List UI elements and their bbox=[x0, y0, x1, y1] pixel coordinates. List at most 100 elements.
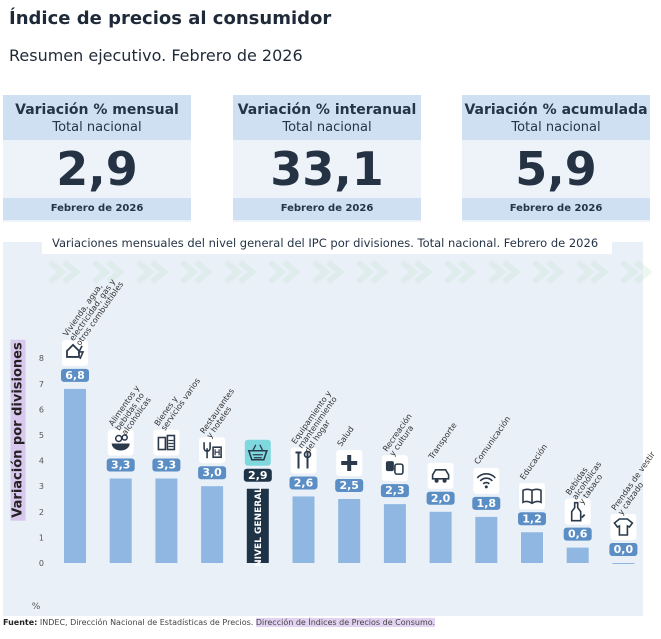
card-header: Variación % mensual Total nacional bbox=[3, 95, 191, 140]
book-icon bbox=[522, 488, 542, 505]
bottle-icon bbox=[570, 501, 586, 522]
shopping-basket-icon bbox=[247, 444, 268, 461]
source-highlight: Dirección de Índices de Precios de Consu… bbox=[255, 618, 436, 627]
icon-bg bbox=[473, 467, 500, 494]
lines-shape bbox=[168, 439, 174, 448]
value-label: 2,0 bbox=[431, 492, 451, 505]
value-label-bg bbox=[289, 476, 318, 490]
source-label: Fuente: bbox=[3, 618, 38, 627]
bar bbox=[612, 563, 635, 564]
value-label: 2,5 bbox=[339, 479, 359, 492]
value-label: 1,8 bbox=[477, 497, 497, 510]
tshirt-icon bbox=[613, 518, 634, 536]
value-label-bg bbox=[106, 458, 135, 472]
card-header: Variación % interanual Total nacional bbox=[233, 95, 421, 140]
card-footer: Febrero de 2026 bbox=[233, 198, 421, 220]
health-cross-icon bbox=[341, 455, 358, 471]
card-monthly: Variación % mensual Total nacional 2,9 F… bbox=[3, 95, 191, 222]
category-label: Bebidasalcohólicasy tabaco bbox=[564, 455, 610, 506]
cigarette-shape bbox=[581, 514, 586, 519]
wifi-arcs bbox=[476, 473, 496, 485]
value-label: 0,0 bbox=[614, 543, 634, 556]
box-shape bbox=[166, 434, 176, 451]
basket-lines bbox=[252, 444, 264, 459]
chevron-decoration bbox=[92, 259, 125, 285]
page-subtitle: Resumen ejecutivo. Febrero de 2026 bbox=[9, 46, 303, 65]
tools-shape bbox=[295, 451, 309, 469]
chevron-decoration bbox=[48, 259, 81, 285]
chevron-decoration bbox=[576, 259, 609, 285]
value-label-bg bbox=[380, 484, 409, 498]
bed-shape bbox=[212, 446, 222, 459]
value-label-bg bbox=[335, 479, 364, 492]
background-decoration bbox=[48, 259, 653, 285]
y-unit-label: % bbox=[32, 602, 41, 612]
icon-bg bbox=[427, 462, 454, 489]
wifi-dot bbox=[484, 485, 488, 489]
chevron-decoration bbox=[268, 259, 301, 285]
y-tick-label: 0 bbox=[39, 559, 44, 568]
bar bbox=[429, 511, 452, 563]
y-tick-label: 5 bbox=[39, 431, 44, 440]
card-sublabel: Total nacional bbox=[511, 120, 601, 135]
chevron-decoration bbox=[532, 259, 565, 285]
y-tick-label: 8 bbox=[39, 354, 44, 363]
mask-shape bbox=[394, 463, 404, 475]
card-sublabel: Total nacional bbox=[282, 120, 372, 135]
bar bbox=[155, 478, 178, 563]
tools-icon bbox=[295, 450, 312, 469]
y-tick-label: 2 bbox=[39, 508, 44, 517]
card-label: Variación % acumulada bbox=[464, 102, 648, 118]
chart-title: Variaciones mensuales del nivel general … bbox=[42, 232, 612, 254]
bottle-shape bbox=[157, 436, 167, 451]
toiletries-icon bbox=[157, 434, 176, 451]
cross-shape bbox=[341, 455, 358, 471]
wheel-shape bbox=[434, 478, 439, 483]
chevron-decoration bbox=[444, 259, 477, 285]
value-label: 2,6 bbox=[294, 476, 314, 489]
value-label-bg bbox=[563, 527, 592, 541]
icon-bg bbox=[610, 514, 637, 540]
category-label-line: Educación bbox=[517, 442, 549, 481]
category-label: Bienes yservicios varios bbox=[153, 372, 202, 432]
category-label-line: Comunicación bbox=[472, 414, 513, 466]
card-footer: Febrero de 2026 bbox=[462, 198, 650, 220]
chevron-decoration bbox=[488, 259, 521, 285]
value-label-bg bbox=[198, 466, 227, 480]
bar bbox=[292, 496, 315, 563]
value-label: 3,3 bbox=[157, 459, 177, 472]
category-label: Prendas de vestiry calzado bbox=[610, 449, 661, 516]
card-yearly: Variación % interanual Total nacional 33… bbox=[233, 95, 421, 222]
source-note: Fuente: INDEC, Dirección Nacional de Est… bbox=[3, 618, 436, 627]
hotel-h-shape bbox=[214, 449, 220, 456]
value-label: 0,6 bbox=[568, 528, 588, 541]
value-label-bg bbox=[609, 543, 638, 556]
category-label: Comunicación bbox=[472, 414, 513, 466]
category-label: Equipamiento ymantenimientodel hogar bbox=[290, 389, 347, 455]
category-label: Alimentos ybebidas noalcohólicas bbox=[107, 384, 155, 437]
bottle-shape bbox=[570, 501, 582, 522]
chevron-decoration bbox=[400, 259, 433, 285]
chevron-decoration bbox=[136, 259, 169, 285]
value-label: 2,9 bbox=[248, 469, 268, 482]
category-label: Educación bbox=[517, 442, 549, 481]
category-label: Salud bbox=[335, 425, 355, 448]
restaurant-hotel-icon bbox=[203, 442, 222, 459]
theater-masks-icon bbox=[385, 461, 404, 475]
page-title: Índice de precios al consumidor bbox=[9, 8, 332, 29]
value-label-bg bbox=[243, 468, 272, 482]
chevron-decoration bbox=[356, 259, 389, 285]
category-label-line: Salud bbox=[335, 425, 355, 448]
card-label: Variación % interanual bbox=[237, 102, 417, 118]
basket-shape bbox=[247, 449, 268, 461]
card-sublabel: Total nacional bbox=[52, 120, 142, 135]
y-tick-label: 3 bbox=[39, 482, 44, 491]
tshirt-shape bbox=[613, 518, 634, 536]
category-label: Restaurantesy hoteles bbox=[198, 387, 242, 440]
category-label: Vivienda, agua,electricidad, gas yotros … bbox=[61, 271, 125, 348]
bar bbox=[201, 486, 224, 563]
value-label: 6,8 bbox=[65, 369, 85, 382]
house-shape bbox=[66, 343, 80, 358]
source-text: INDEC, Dirección Nacional de Estadística… bbox=[37, 618, 256, 627]
bolt-shape bbox=[77, 345, 85, 360]
